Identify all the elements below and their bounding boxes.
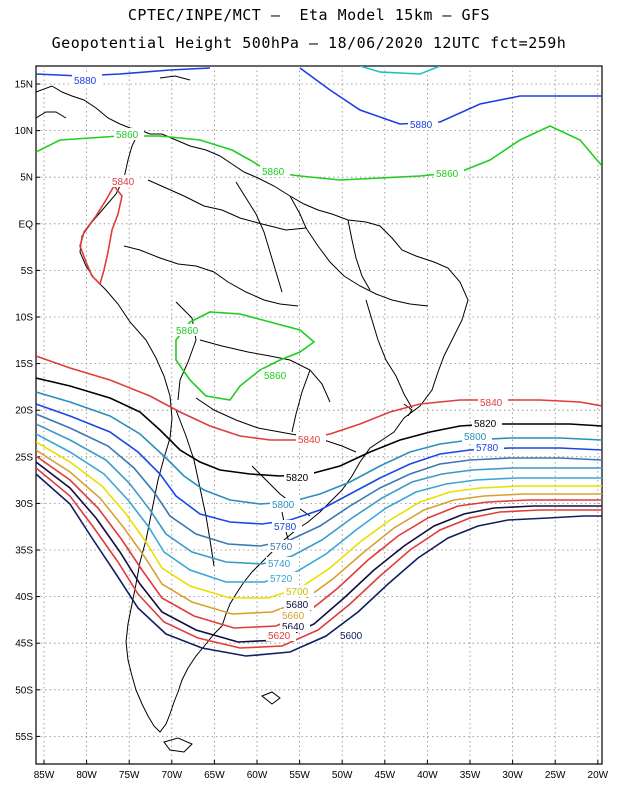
latitude-tick-label: 30S xyxy=(15,499,33,510)
latitude-tick-label: 40S xyxy=(15,592,33,603)
contour-label: 5780 xyxy=(476,443,499,454)
longitude-tick-label: 20W xyxy=(588,770,609,781)
latitude-tick-label: 15N xyxy=(15,80,33,91)
contour-label: 5840 xyxy=(112,177,135,188)
latitude-tick-label: 15S xyxy=(15,359,33,370)
map-title-line-2: Geopotential Height 500hPa – 18/06/2020 … xyxy=(51,34,567,52)
latitude-tick-label: 45S xyxy=(15,639,33,650)
latitude-tick-label: 35S xyxy=(15,546,33,557)
contour-label: 5860 xyxy=(262,167,285,178)
contour-label: 5660 xyxy=(282,611,305,622)
contour-label: 5880 xyxy=(74,76,97,87)
longitude-tick-label: 45W xyxy=(375,770,396,781)
contour-label: 5700 xyxy=(286,587,309,598)
contour-label: 5820 xyxy=(474,419,497,430)
latitude-tick-label: 5S xyxy=(21,266,34,277)
longitude-tick-label: 60W xyxy=(247,770,268,781)
contour-label: 5780 xyxy=(274,522,297,533)
contour-label: 5620 xyxy=(268,631,291,642)
contour-label: 5880 xyxy=(410,120,433,131)
contour-label: 5860 xyxy=(176,326,199,337)
contour-label: 5640 xyxy=(282,622,305,633)
latitude-tick-label: 5N xyxy=(20,173,33,184)
longitude-tick-label: 25W xyxy=(545,770,566,781)
longitude-tick-label: 50W xyxy=(332,770,353,781)
contour-label: 5820 xyxy=(286,473,309,484)
contour-label: 5740 xyxy=(268,559,291,570)
longitude-tick-label: 35W xyxy=(460,770,481,781)
latitude-tick-label: EQ xyxy=(19,219,34,230)
contour-label: 5840 xyxy=(298,435,321,446)
latitude-tick-label: 10N xyxy=(15,126,33,137)
contour-label: 5680 xyxy=(286,600,309,611)
contour-labels: 5880 5880 5860 5860 5860 5860 5860 5840 … xyxy=(72,74,508,642)
contour-label: 5800 xyxy=(272,500,295,511)
longitude-tick-label: 30W xyxy=(502,770,523,781)
map-frame xyxy=(35,65,603,765)
contour-label: 5600 xyxy=(340,631,363,642)
latitude-tick-label: 55S xyxy=(15,732,33,743)
longitude-tick-label: 70W xyxy=(162,770,183,781)
contour-label: 5800 xyxy=(464,432,487,443)
contour-label: 5720 xyxy=(270,574,293,585)
map-title-line-1: CPTEC/INPE/MCT – Eta Model 15km – GFS xyxy=(127,6,491,24)
latitude-tick-label: 10S xyxy=(15,313,33,324)
latitude-tick-label: 20S xyxy=(15,406,33,417)
latitude-axis: 15N 10N 5N EQ 5S 10S 15S 20S 25S 30S 35S 40S 45S 50S 5… xyxy=(15,80,40,743)
contour-label: 5860 xyxy=(264,371,287,382)
coastlines-and-borders xyxy=(36,75,469,753)
latitude-tick-label: 50S xyxy=(15,685,33,696)
longitude-tick-label: 75W xyxy=(119,770,140,781)
contour-label: 5840 xyxy=(480,398,503,409)
longitude-tick-label: 40W xyxy=(417,770,438,781)
longitude-tick-label: 65W xyxy=(204,770,225,781)
contour-label: 5860 xyxy=(116,130,139,141)
longitude-tick-label: 85W xyxy=(34,770,55,781)
contour-label: 5760 xyxy=(270,542,293,553)
longitude-tick-label: 80W xyxy=(76,770,97,781)
latitude-tick-label: 25S xyxy=(15,452,33,463)
longitude-axis: 85W 80W 75W 70W 65W 60W 55W 50W 45W 40W 35W 30W 25W 2… xyxy=(34,760,609,781)
longitude-tick-label: 55W xyxy=(289,770,310,781)
contour-label: 5860 xyxy=(436,169,459,180)
